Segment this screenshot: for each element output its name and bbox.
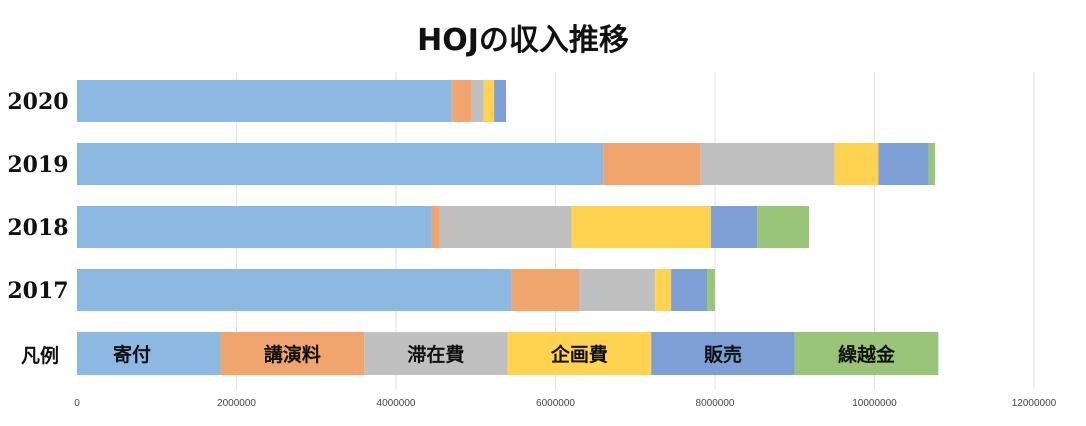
legend-label: 繰越金: [838, 343, 896, 366]
bar-2017-4: [671, 269, 708, 311]
chart-title: HOJの収入推移: [417, 23, 629, 58]
category-label: 2017: [7, 278, 68, 304]
legend-swatch-4: [651, 332, 795, 375]
bars: [77, 80, 936, 311]
legend-label: 企画費: [550, 343, 608, 366]
bar-2017-2: [579, 269, 656, 311]
bar-2017-5: [707, 269, 715, 311]
bar-2018-4: [711, 206, 758, 248]
bar-2018-3: [571, 206, 712, 248]
x-tick-label: 4000000: [377, 398, 416, 409]
category-label: 2019: [7, 152, 68, 178]
bar-2019-4: [878, 143, 929, 185]
category-label: 2018: [7, 215, 68, 241]
category-label: 2020: [7, 89, 68, 115]
bar-2018-1: [431, 206, 440, 248]
bar-2018-5: [757, 206, 810, 248]
bar-2017-0: [77, 269, 512, 311]
x-tick-label: 8000000: [696, 398, 735, 409]
legend-swatch-0: [77, 332, 221, 375]
bar-2020-0: [77, 80, 452, 122]
legend-caption: 凡例: [21, 344, 59, 367]
bar-2019-3: [834, 143, 879, 185]
category-labels: 2020 2019 2018 2017: [7, 89, 68, 304]
bar-2020-2: [471, 80, 484, 122]
legend-label: 販売: [704, 343, 742, 366]
bar-2018-2: [439, 206, 572, 248]
bar-2017-3: [655, 269, 672, 311]
legend-swatch-3: [507, 332, 652, 375]
bar-2017-1: [511, 269, 580, 311]
legend-swatch-2: [364, 332, 508, 375]
bar-2020-4: [494, 80, 507, 122]
x-tick-label: 6000000: [536, 398, 575, 409]
bar-2018-0: [77, 206, 432, 248]
x-tick-label: 2000000: [217, 398, 256, 409]
bar-2019-1: [603, 143, 701, 185]
bar-2019-0: [77, 143, 604, 185]
x-tick-label: 0: [74, 398, 80, 409]
legend-label: 講演料: [264, 343, 321, 366]
legend-swatch-5: [794, 332, 939, 375]
x-axis-tick-labels: 0 2000000 4000000 6000000 8000000 10000000 120…: [74, 398, 1056, 409]
legend-label: 滞在費: [407, 343, 464, 366]
x-tick-label: 10000000: [852, 398, 897, 409]
legend-label: 寄付: [113, 343, 151, 366]
bar-2019-5: [928, 143, 936, 185]
x-tick-label: 12000000: [1012, 398, 1057, 409]
legend-swatch-1: [220, 332, 365, 375]
bar-2020-3: [483, 80, 495, 122]
legend: 凡例 寄付 講演料 滞在費 企画費 販売 繰越金: [21, 332, 939, 375]
bar-2020-1: [451, 80, 472, 122]
bar-2019-2: [700, 143, 835, 185]
